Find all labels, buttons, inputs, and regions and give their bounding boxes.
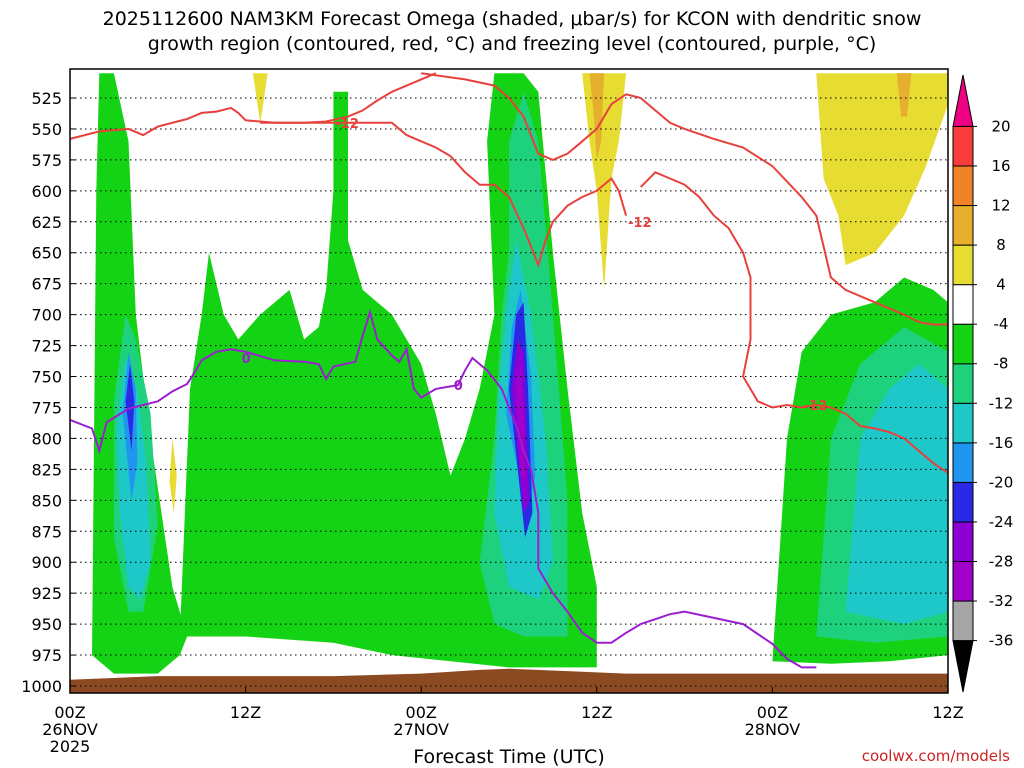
colorbar-box-3 — [952, 521, 974, 563]
colorbar-box-13 — [952, 125, 974, 167]
xtick-date-0: 26NOV — [42, 720, 98, 739]
ytick-label-900: 900 — [31, 553, 62, 572]
xtick-date-2: 27NOV — [393, 720, 449, 739]
omega-region-20 — [896, 73, 912, 117]
colorbar-top-arrow — [952, 74, 974, 127]
dendritic-growth-contours: -12 -12 -12 — [69, 72, 949, 474]
dgz-contour-0 — [69, 72, 437, 140]
ytick-label-600: 600 — [31, 182, 62, 201]
ytick-label-750: 750 — [31, 368, 62, 387]
ytick-label-850: 850 — [31, 491, 62, 510]
plot-frame — [69, 68, 949, 694]
ytick-label-875: 875 — [31, 522, 62, 541]
pressure-gridlines — [70, 97, 948, 687]
freezing-level-label-0: 0 — [242, 352, 251, 367]
dgz-contour-3 — [639, 171, 949, 474]
ytick-label-650: 650 — [31, 244, 62, 263]
colorbar-label-10: -24 — [989, 513, 1014, 531]
y-axis-ticks: 525 550 575 600 625 650 675 700 725 750 775 800 825 8… — [21, 89, 76, 696]
xtick-label-2: 00Z — [406, 703, 437, 722]
terrain-fill — [70, 668, 948, 693]
ytick-label-625: 625 — [31, 213, 62, 232]
colorbar-label-0: 20 — [991, 117, 1010, 135]
colorbar-label-11: -28 — [989, 552, 1014, 570]
colorbar-label-7: -12 — [989, 394, 1014, 412]
xtick-label-5: 12Z — [932, 703, 963, 722]
ytick-label-800: 800 — [31, 429, 62, 448]
ytick-label-675: 675 — [31, 275, 62, 294]
colorbar-label-4: 4 — [996, 276, 1006, 294]
colorbar-label-3: 8 — [996, 236, 1006, 254]
x-axis-label: Forecast Time (UTC) — [413, 746, 604, 768]
freezing-level-contour: 00 — [69, 308, 817, 669]
omega-colorbar: 20 16 12 8 4 -4 -8 -12 -16 -20 -24 -28 -32 -36 — [952, 74, 1014, 693]
omega-region-18 — [169, 438, 177, 513]
dgz-contour-label-1: -12 — [628, 216, 652, 231]
chart-title-line1: 2025112600 NAM3KM Forecast Omega (shaded… — [103, 8, 922, 30]
colorbar-box-6 — [952, 402, 974, 444]
colorbar-label-5: -4 — [994, 315, 1009, 333]
xtick-date-4: 28NOV — [745, 720, 801, 739]
freezing-level-line — [69, 308, 817, 669]
xtick-label-1: 12Z — [230, 703, 261, 722]
ytick-label-725: 725 — [31, 337, 62, 356]
ytick-label-550: 550 — [31, 120, 62, 139]
colorbar-bottom-arrow — [952, 640, 974, 693]
credit-text: coolwx.com/models — [862, 747, 1010, 765]
colorbar-label-13: -36 — [989, 632, 1014, 650]
ytick-label-525: 525 — [31, 89, 62, 108]
xtick-label-4: 00Z — [757, 703, 788, 722]
dgz-contour-label-3: -12 — [804, 399, 828, 414]
dgz-contour-2 — [421, 72, 948, 326]
colorbar-label-9: -20 — [989, 473, 1014, 491]
colorbar-label-2: 12 — [991, 197, 1010, 215]
colorbar-box-10 — [952, 244, 974, 286]
colorbar-label-8: -16 — [989, 434, 1014, 452]
colorbar-box-11 — [952, 205, 974, 246]
ytick-label-700: 700 — [31, 306, 62, 325]
colorbar-label-1: 16 — [991, 157, 1010, 175]
xtick-label-0: 00Z — [54, 703, 85, 722]
ytick-label-575: 575 — [31, 151, 62, 170]
colorbar-box-2 — [952, 561, 974, 602]
dgz-contour-label-0: -12 — [335, 117, 359, 132]
omega-region-16 — [582, 73, 627, 290]
ytick-label-950: 950 — [31, 615, 62, 634]
colorbar-box-4 — [952, 481, 974, 523]
dgz-contour-1 — [260, 121, 628, 269]
colorbar-box-9 — [952, 284, 974, 325]
ytick-label-1000: 1000 — [21, 677, 62, 696]
ytick-label-975: 975 — [31, 646, 62, 665]
xtick-year-0: 2025 — [50, 737, 91, 756]
colorbar-box-12 — [952, 165, 974, 207]
ytick-label-775: 775 — [31, 398, 62, 417]
chart-title-line2: growth region (contoured, red, °C) and f… — [148, 33, 877, 55]
colorbar-box-1 — [952, 600, 974, 642]
omega-region-8 — [845, 364, 948, 625]
omega-region-17 — [816, 73, 948, 266]
ytick-label-825: 825 — [31, 460, 62, 479]
colorbar-label-6: -8 — [994, 355, 1009, 373]
colorbar-box-5 — [952, 442, 974, 483]
xtick-label-3: 12Z — [581, 703, 612, 722]
plot-area: -12-12-12 00 — [69, 68, 949, 694]
colorbar-box-8 — [952, 323, 974, 365]
omega-region-19 — [589, 73, 605, 160]
colorbar-label-12: -32 — [989, 592, 1014, 610]
freezing-level-label-1: 0 — [454, 379, 463, 394]
ytick-label-925: 925 — [31, 584, 62, 603]
terrain-shape — [70, 668, 948, 693]
colorbar-box-7 — [952, 363, 974, 404]
